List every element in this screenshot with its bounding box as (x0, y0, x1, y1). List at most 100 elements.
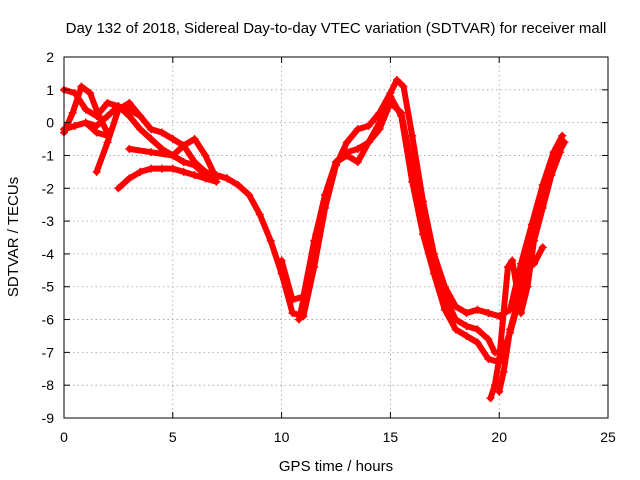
y-tick-label: -3 (42, 213, 55, 229)
x-tick-label: 10 (274, 429, 290, 445)
y-tick-label: -2 (42, 180, 55, 196)
data-point-marker (342, 138, 351, 147)
data-point-marker (68, 108, 77, 117)
data-point-marker (234, 180, 243, 189)
data-point-marker (266, 236, 275, 245)
y-axis-label: SDTVAR / TECUs (5, 177, 22, 297)
data-point-marker (94, 112, 103, 121)
data-point-marker (179, 167, 188, 176)
data-point-marker (168, 164, 177, 173)
data-point-marker (530, 259, 539, 268)
data-point-marker (114, 184, 123, 193)
data-point-marker (277, 256, 286, 265)
data-point-marker (473, 305, 482, 314)
data-point-marker (451, 325, 460, 334)
data-point-marker (419, 230, 428, 239)
data-point-marker (495, 387, 504, 396)
data-point-marker (364, 121, 373, 130)
y-tick-label: 1 (46, 82, 54, 98)
data-point-marker (523, 249, 532, 258)
data-point-marker (310, 236, 319, 245)
data-point-marker (103, 138, 112, 147)
data-point-marker (92, 167, 101, 176)
x-axis-label: GPS time / hours (279, 458, 393, 475)
chart-title: Day 132 of 2018, Sidereal Day-to-day VTE… (66, 20, 607, 37)
data-point-marker (462, 331, 471, 340)
data-point-marker (125, 112, 134, 121)
data-point-marker (147, 148, 156, 157)
data-point-marker (392, 75, 401, 84)
data-point-marker (399, 82, 408, 91)
data-point-marker (408, 131, 417, 140)
data-point-marker (201, 151, 210, 160)
data-point-marker (484, 308, 493, 317)
data-point-marker (486, 394, 495, 403)
data-point-marker (125, 98, 134, 107)
data-point-marker (429, 269, 438, 278)
satellite-track-12 (496, 244, 546, 395)
data-point-marker (168, 135, 177, 144)
satellite-track-8 (213, 77, 566, 320)
data-point-marker (506, 325, 515, 334)
data-point-marker (512, 302, 521, 311)
data-point-marker (81, 118, 90, 127)
data-point-marker (353, 144, 362, 153)
data-point-marker (190, 161, 199, 170)
x-tick-label: 15 (383, 429, 399, 445)
data-point-marker (516, 308, 525, 317)
y-tick-label: -4 (42, 246, 55, 262)
data-point-marker (353, 158, 362, 167)
data-point-marker (244, 190, 253, 199)
satellite-track-6 (115, 165, 220, 192)
data-point-marker (125, 174, 134, 183)
data-point-marker (386, 92, 395, 101)
data-point-marker (321, 190, 330, 199)
data-point-marker (299, 292, 308, 301)
x-tick-label: 0 (60, 429, 68, 445)
data-point-marker (147, 135, 156, 144)
data-point-marker (484, 354, 493, 363)
data-point-marker (473, 325, 482, 334)
data-point-marker (408, 177, 417, 186)
data-point-marker (484, 335, 493, 344)
data-point-marker (473, 338, 482, 347)
data-point-marker (212, 171, 221, 180)
data-point-marker (295, 315, 304, 324)
data-point-marker (375, 118, 384, 127)
data-point-marker (490, 381, 499, 390)
y-tick-label: -7 (42, 344, 55, 360)
data-point-marker (462, 308, 471, 317)
data-point-marker (523, 282, 532, 291)
plot-frame (63, 56, 609, 419)
data-point-marker (136, 112, 145, 121)
data-point-marker (364, 138, 373, 147)
data-point-marker (440, 305, 449, 314)
x-tick-label: 20 (491, 429, 507, 445)
data-point-marker (255, 210, 264, 219)
y-tick-label: -1 (42, 147, 55, 163)
x-tick-label: 25 (600, 429, 616, 445)
data-point-marker (499, 368, 508, 377)
data-point-marker (77, 82, 86, 91)
data-point-marker (147, 164, 156, 173)
data-point-marker (556, 148, 565, 157)
data-point-marker (114, 102, 123, 111)
data-point-marker (530, 236, 539, 245)
data-point-marker (288, 308, 297, 317)
data-point-marker (86, 89, 95, 98)
data-point-marker (136, 167, 145, 176)
data-point-marker (179, 141, 188, 150)
y-tick-label: -6 (42, 312, 55, 328)
data-point-marker (499, 308, 508, 317)
data-point-marker (451, 302, 460, 311)
data-point-marker (157, 128, 166, 137)
y-tick-label: 0 (46, 115, 54, 131)
x-tick-label: 5 (169, 429, 177, 445)
data-point-marker (538, 203, 547, 212)
data-point-marker (190, 135, 199, 144)
data-point-marker (516, 269, 525, 278)
data-point-marker (332, 158, 340, 167)
data-point-marker (92, 121, 101, 130)
data-point-marker (462, 322, 471, 331)
